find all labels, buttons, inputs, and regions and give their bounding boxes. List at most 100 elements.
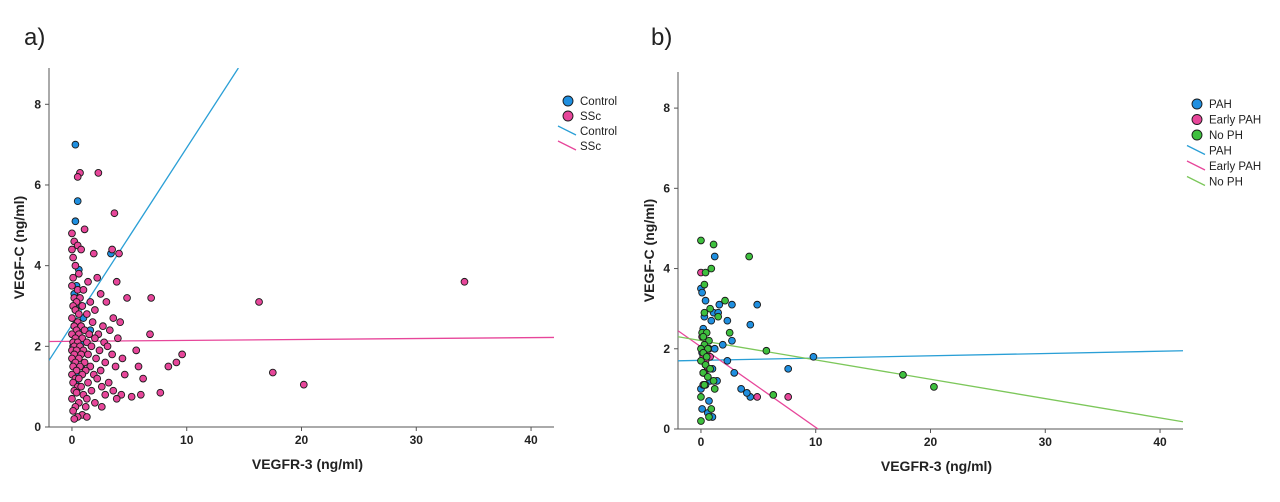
data-point-ssc (68, 281, 76, 290)
x-tick-label: 40 (1153, 435, 1167, 449)
data-point-ssc (268, 368, 277, 377)
x-tick-label: 20 (924, 435, 938, 449)
legend-label-no-ph: No PH (1209, 130, 1243, 142)
data-point-no-ph (714, 312, 723, 321)
fit-line-no-ph (678, 336, 1183, 423)
fit-line-pah (678, 350, 1183, 362)
legend-line-early-pah (1186, 160, 1206, 171)
panel-b: b) 0 10 20 30 40 0 2 4 6 8 VEGFR-3 (ng/ml) VEGF-C (n… (640, 0, 1280, 497)
data-point-ssc (104, 378, 113, 387)
panel-label: a) (24, 24, 45, 51)
data-point-no-ph (721, 296, 729, 305)
data-point-ssc (93, 374, 102, 383)
x-tick-label: 20 (295, 433, 309, 447)
data-point-ssc (69, 273, 77, 282)
data-point-ssc (95, 346, 104, 355)
y-tick-label: 2 (34, 339, 41, 353)
data-point-ssc (109, 314, 118, 322)
data-point-ssc (97, 402, 106, 411)
legend-label-pah: PAH (1209, 99, 1232, 111)
data-point-ssc (71, 261, 80, 270)
y-tick-label: 4 (34, 259, 41, 273)
x-tick-label: 10 (180, 433, 194, 447)
legend-label-no-ph: No PH (1209, 177, 1243, 189)
data-point-ssc (86, 298, 95, 306)
y-tick-label: 2 (663, 342, 670, 356)
data-point-ssc (70, 415, 79, 423)
data-point-ssc (96, 366, 105, 375)
data-point-ssc (115, 249, 123, 258)
data-point-ssc (85, 330, 94, 339)
data-point-ssc (84, 378, 92, 387)
data-point-pah (707, 316, 716, 325)
legend-label-pah: PAH (1209, 146, 1232, 158)
y-axis-title: VEGF-C (ng/ml) (641, 199, 657, 302)
data-point-ssc (116, 318, 125, 326)
chart-b: b) 0 10 20 30 40 0 2 4 6 8 VEGFR-3 (ng/ml) VEGF-C (n… (641, 24, 1261, 474)
data-point-ssc (74, 374, 83, 383)
data-point-pah (809, 352, 818, 361)
data-point-no-ph (707, 264, 716, 273)
data-point-no-ph (701, 268, 710, 277)
data-point-ssc (96, 290, 105, 298)
data-point-ssc (101, 390, 110, 399)
data-point-ssc (120, 370, 129, 379)
y-tick-label: 0 (663, 422, 670, 436)
data-point-no-ph (700, 280, 709, 289)
legend-line-ssc (557, 140, 577, 151)
data-point-pah (710, 344, 719, 353)
data-point-ssc (127, 392, 136, 401)
data-point-no-ph (699, 332, 708, 341)
data-point-no-ph (700, 381, 709, 389)
data-point-ssc (255, 298, 263, 306)
data-point-no-ph (707, 405, 716, 413)
legend-marker-no-ph (1191, 129, 1203, 141)
legend-marker-pah (1191, 98, 1203, 110)
data-point-ssc (156, 388, 165, 397)
data-point-pah (710, 252, 719, 261)
data-point-ssc (83, 394, 91, 403)
data-point-ssc (103, 342, 112, 351)
data-point-pah (701, 296, 710, 305)
panel-label: b) (651, 24, 672, 51)
data-point-no-ph (762, 346, 771, 355)
data-point-pah (698, 288, 706, 297)
data-point-control (71, 217, 80, 226)
data-point-pah (718, 340, 727, 349)
data-point-no-ph (705, 413, 713, 421)
data-point-no-ph (769, 391, 778, 399)
data-point-no-ph (710, 385, 719, 393)
data-point-pah (698, 405, 706, 413)
data-point-ssc (68, 229, 76, 238)
legend-label-early-pah: Early PAH (1209, 161, 1261, 173)
x-tick-label: 10 (809, 435, 823, 449)
data-point-pah (705, 397, 713, 405)
x-tick-label: 0 (698, 435, 705, 449)
data-point-pah (784, 364, 793, 373)
data-point-ssc (77, 245, 85, 254)
panel-a: a) 0 10 20 30 40 0 2 4 6 8 VEGFR-3 (ng/ml) VEGF-C (n… (0, 0, 640, 497)
data-point-no-ph (725, 328, 734, 337)
data-point-ssc (91, 306, 99, 314)
y-tick-label: 6 (663, 181, 670, 195)
data-point-no-ph (899, 370, 907, 379)
data-point-ssc (72, 388, 81, 397)
data-point-ssc (147, 294, 155, 302)
data-point-ssc (108, 245, 116, 254)
data-point-no-ph (697, 393, 705, 401)
data-point-pah (715, 300, 724, 309)
data-point-ssc (102, 298, 111, 306)
data-point-early-pah (753, 393, 762, 401)
data-point-ssc (299, 380, 308, 389)
legend-label-ssc: SSc (580, 111, 601, 123)
x-axis-title: VEGFR-3 (ng/ml) (252, 456, 363, 472)
x-axis-title: VEGFR-3 (ng/ml) (881, 458, 992, 474)
data-point-ssc (92, 354, 100, 363)
data-point-ssc (68, 314, 76, 322)
data-point-ssc (172, 358, 181, 367)
data-point-ssc (89, 249, 98, 258)
data-point-ssc (84, 350, 92, 359)
data-point-early-pah (784, 393, 793, 401)
y-tick-label: 6 (34, 178, 41, 192)
data-point-ssc (111, 362, 120, 371)
